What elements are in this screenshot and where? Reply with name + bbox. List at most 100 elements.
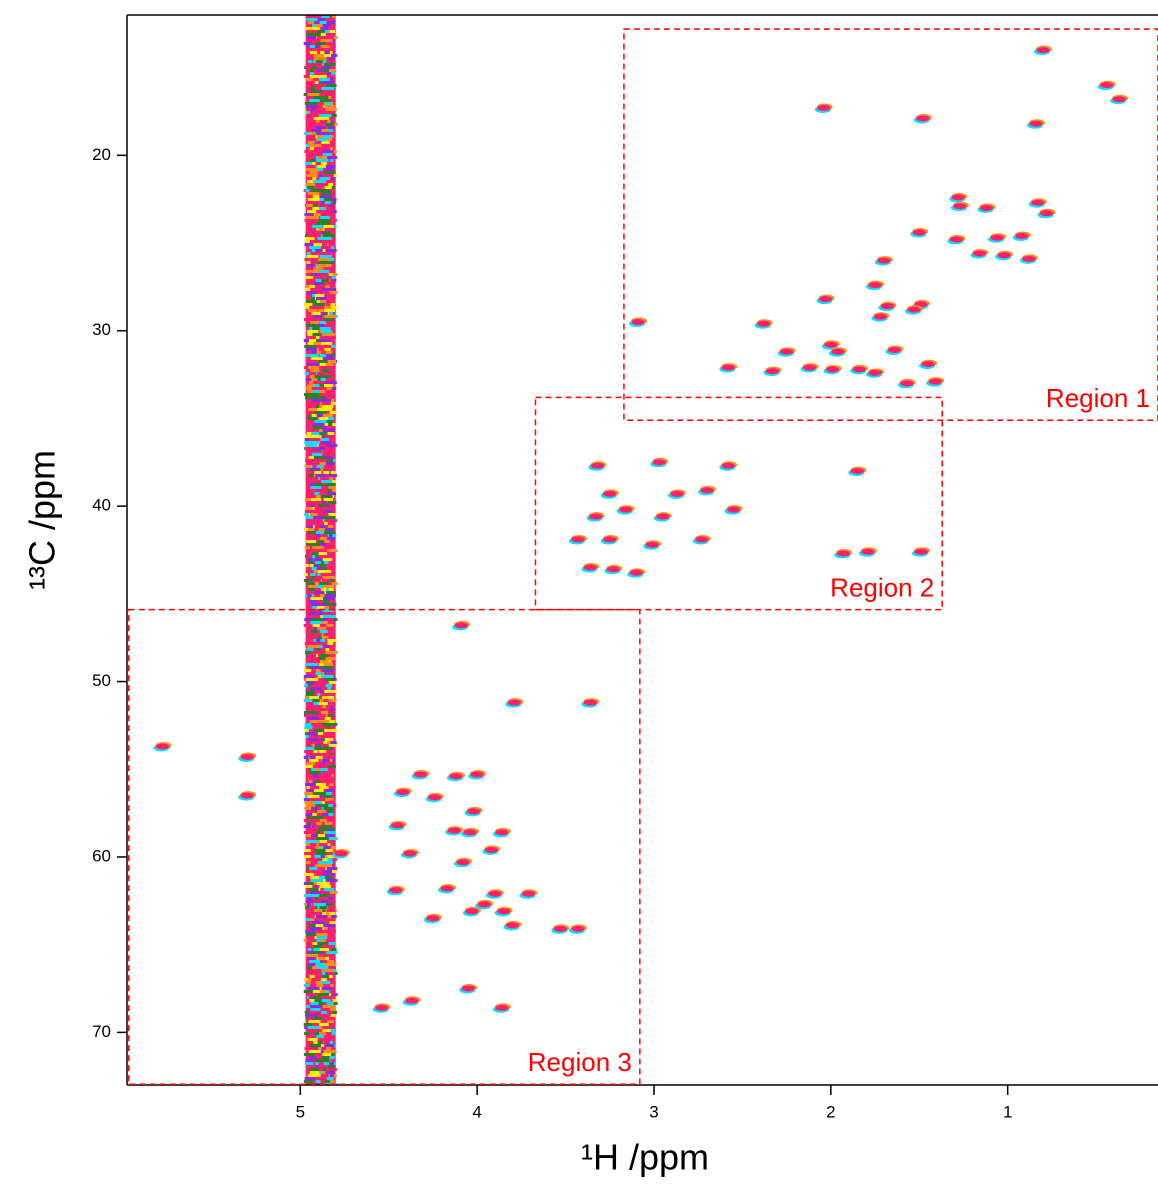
band-texture xyxy=(307,192,320,195)
band-texture xyxy=(304,1032,311,1035)
peak xyxy=(949,236,963,243)
band-texture xyxy=(333,201,337,204)
band-texture xyxy=(328,945,336,948)
band-texture xyxy=(305,495,317,498)
band-texture xyxy=(321,1071,327,1074)
band-texture xyxy=(322,81,335,84)
band-texture xyxy=(328,699,337,702)
band-texture xyxy=(324,927,328,930)
band-texture xyxy=(316,324,325,327)
band-texture xyxy=(323,846,333,849)
band-texture xyxy=(308,333,321,336)
band-texture xyxy=(311,165,318,168)
band-texture xyxy=(308,408,318,411)
band-texture xyxy=(311,312,321,315)
band-texture xyxy=(316,780,320,783)
band-texture xyxy=(314,72,322,75)
x-axis-title: ¹H /ppm xyxy=(581,1137,709,1178)
band-texture xyxy=(314,141,322,144)
band-texture xyxy=(306,105,318,108)
band-texture xyxy=(327,156,338,159)
band-texture xyxy=(313,315,322,318)
band-texture xyxy=(304,276,314,279)
band-texture xyxy=(304,873,314,876)
band-texture xyxy=(325,57,335,60)
band-texture xyxy=(306,996,311,999)
band-texture xyxy=(305,918,311,921)
band-texture xyxy=(315,285,324,288)
band-texture xyxy=(307,645,319,648)
band-texture xyxy=(304,447,316,450)
band-texture xyxy=(324,1080,333,1083)
band-texture xyxy=(320,981,327,984)
band-texture xyxy=(320,693,332,696)
band-texture xyxy=(322,105,335,108)
band-texture xyxy=(334,123,338,126)
band-texture xyxy=(317,135,325,138)
band-texture xyxy=(304,438,309,441)
band-texture xyxy=(324,780,328,783)
band-texture xyxy=(323,471,334,474)
band-texture xyxy=(306,933,317,936)
band-texture xyxy=(307,21,315,24)
band-texture xyxy=(308,558,314,561)
band-texture xyxy=(315,336,319,339)
band-texture xyxy=(333,279,337,282)
band-texture xyxy=(326,21,336,24)
band-texture xyxy=(316,1041,323,1044)
peak xyxy=(721,462,735,469)
band-texture xyxy=(303,1053,315,1056)
peak xyxy=(619,506,633,513)
band-texture xyxy=(318,207,327,210)
peak xyxy=(670,490,684,497)
band-texture xyxy=(329,411,337,414)
peak xyxy=(1015,233,1029,240)
band-texture xyxy=(309,960,321,963)
band-texture xyxy=(306,168,318,171)
band-texture xyxy=(309,1035,318,1038)
peak xyxy=(888,347,902,354)
band-texture xyxy=(321,357,335,360)
band-texture xyxy=(304,978,312,981)
band-texture xyxy=(329,828,335,831)
band-texture xyxy=(318,189,331,192)
band-texture xyxy=(313,792,327,795)
band-texture xyxy=(307,882,320,885)
band-texture xyxy=(311,606,320,609)
band-texture xyxy=(316,534,321,537)
band-texture xyxy=(316,804,329,807)
band-texture xyxy=(311,807,318,810)
band-texture xyxy=(304,801,318,804)
band-texture xyxy=(315,390,326,393)
band-texture xyxy=(327,1065,336,1068)
band-texture xyxy=(314,591,325,594)
band-texture xyxy=(309,99,319,102)
band-texture xyxy=(307,1074,321,1077)
band-texture xyxy=(318,777,323,780)
band-texture xyxy=(327,492,337,495)
band-texture xyxy=(310,597,323,600)
band-texture xyxy=(317,396,326,399)
band-texture xyxy=(311,735,319,738)
band-texture xyxy=(310,573,316,576)
band-texture xyxy=(321,1011,327,1014)
band-texture xyxy=(314,894,319,897)
band-texture xyxy=(310,396,322,399)
band-texture xyxy=(327,120,331,123)
band-texture xyxy=(323,531,336,534)
band-texture xyxy=(322,207,334,210)
y-tick-label: 40 xyxy=(92,496,111,515)
band-texture xyxy=(330,402,337,405)
band-texture xyxy=(329,1074,334,1077)
x-tick-label: 5 xyxy=(296,1102,305,1121)
band-texture xyxy=(303,831,316,834)
band-texture xyxy=(304,216,318,219)
band-texture xyxy=(303,1023,312,1026)
band-texture xyxy=(319,177,331,180)
band-texture xyxy=(307,684,311,687)
band-texture xyxy=(320,825,333,828)
band-texture xyxy=(304,564,309,567)
peak xyxy=(240,792,254,799)
peak xyxy=(449,773,463,780)
